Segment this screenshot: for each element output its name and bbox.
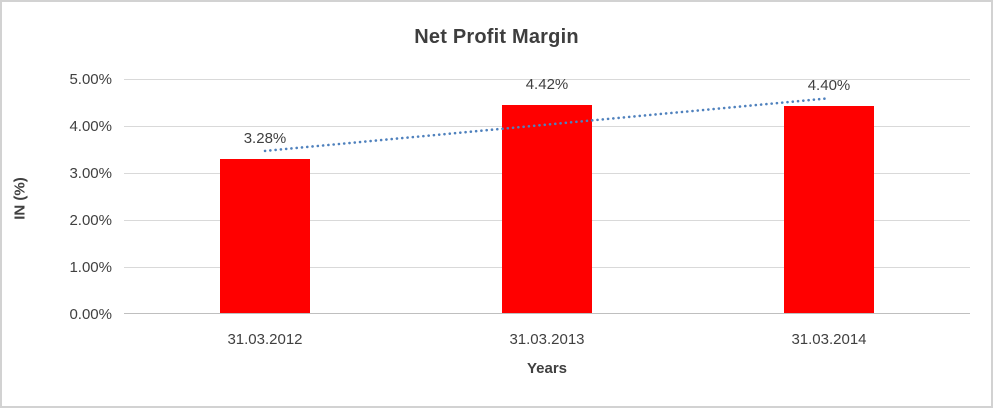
bar-31.03.2014[interactable] [784,106,874,313]
bar-31.03.2013[interactable] [502,105,592,313]
y-tick-label: 3.00% [69,165,112,182]
y-tick-label: 1.00% [69,259,112,276]
data-label: 3.28% [243,129,287,147]
y-tick-label: 0.00% [69,306,112,323]
data-label: 4.40% [807,77,851,95]
x-axis-title: Years [526,360,568,377]
y-tick-label: 4.00% [69,118,112,135]
trendline[interactable] [124,79,970,314]
data-label: 4.42% [525,76,569,94]
x-tick-label: 31.03.2013 [509,331,585,348]
y-tick-label: 2.00% [69,212,112,229]
x-tick-label: 31.03.2012 [227,331,303,348]
bar-31.03.2012[interactable] [220,158,310,313]
plot-area: 0.00% 1.00% 2.00% 3.00% 4.00% 5.00% 3.28% 31.03… [69,71,970,348]
x-tick-label: 31.03.2014 [791,331,867,348]
gridline [124,79,970,80]
y-axis-title: IN (%) [11,177,29,220]
chart-title: Net Profit Margin [414,26,579,48]
y-tick-label: 5.00% [69,71,112,88]
